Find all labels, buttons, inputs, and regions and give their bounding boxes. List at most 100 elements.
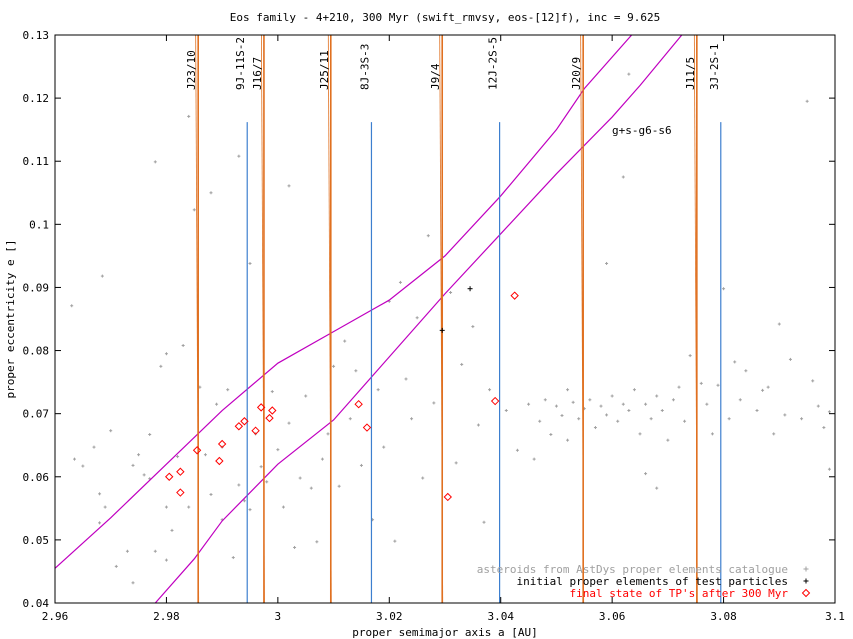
asteroid-point [638,432,642,436]
asteroid-point [616,419,620,423]
asteroid-point [560,414,564,418]
asteroid-point [777,322,781,326]
y-tick-label: 0.06 [23,471,50,484]
initial-tp-point [439,327,445,333]
asteroid-point [187,505,191,509]
asteroid-point [404,377,408,381]
asteroid-point [137,453,141,457]
y-tick-label: 0.07 [23,408,50,421]
asteroid-point [644,402,648,406]
asteroid-point [783,413,787,417]
resonance-label: J20/9 [570,57,583,90]
asteroid-point [315,540,319,544]
catalogue-asteroids-series [70,72,831,585]
asteroid-point [655,486,659,490]
y-tick-label: 0.04 [23,597,50,610]
asteroid-point [649,417,653,421]
resonance-line-edge [195,35,200,603]
asteroid-point [81,464,85,468]
x-tick-label: 3.02 [376,610,403,623]
asteroid-point [822,426,826,430]
asteroid-point [98,492,102,496]
asteroid-point [192,208,196,212]
x-tick-labels: 2.96 2.98 3 3.02 3.04 3.06 3.08 3.1 [42,610,845,623]
asteroid-point [632,388,636,392]
asteroid-point [164,505,168,509]
asteroid-point [92,445,96,449]
final-tp-point [490,396,500,406]
asteroid-point [270,390,274,394]
final-tp-point [240,417,249,426]
asteroid-point [304,394,308,398]
asteroid-point [421,476,425,480]
asteroid-point [153,160,157,164]
asteroid-point [554,404,558,408]
y-tick-label: 0.1 [29,218,49,231]
asteroid-point [504,409,508,413]
legend-label: asteroids from AstDys proper elements ca… [477,563,788,576]
legend-marker [803,566,809,572]
asteroid-point [621,402,625,406]
resonance-label: 8J-3S-3 [358,44,371,90]
y-tick-labels: 0.04 0.05 0.06 0.07 0.08 0.09 0.1 0.11 0.12 0.13 [23,29,50,610]
legend-label: final state of TP's after 300 Myr [569,587,788,600]
secular-resonance-label: g+s-g6-s6 [612,124,672,137]
asteroid-point [203,453,207,457]
asteroid-point [761,388,765,392]
asteroid-point [515,448,519,452]
resonance-line-edge [580,35,585,603]
final-tp-point [251,426,260,435]
resonance-line-edge [261,35,265,603]
y-tick-label: 0.11 [23,155,50,168]
final-tp-point [217,439,227,449]
asteroid-point [142,473,146,477]
asteroid-point [449,290,453,294]
asteroid-point [209,492,213,496]
resonance-label: 12J-2S-5 [487,37,500,90]
asteroid-point [699,381,703,385]
asteroid-point [527,402,531,406]
asteroid-point [287,184,291,188]
asteroid-point [354,369,358,373]
asteroid-point [248,508,252,512]
asteroid-point [666,438,670,442]
asteroid-point [125,549,129,553]
asteroid-point [772,432,776,436]
asteroid-point [566,438,570,442]
resonance-label: J9/4 [429,63,442,90]
asteroid-point [827,467,831,471]
asteroid-point [543,398,547,402]
asteroid-point [309,486,313,490]
asteroid-point [153,549,157,553]
asteroid-point [677,385,681,389]
asteroid-point [248,261,252,265]
x-tick-label: 3.04 [487,610,514,623]
asteroid-point [298,476,302,480]
asteroid-point [70,304,74,308]
asteroid-point [131,581,135,585]
asteroid-point [532,457,536,461]
resonance-label: J23/10 [185,50,198,90]
asteroid-point [482,520,486,524]
asteroid-point [627,72,631,76]
resonance-lines [195,35,722,603]
final-tp-point [362,423,372,432]
asteroid-point [209,191,213,195]
final-tp-point [256,403,266,412]
asteroid-point [237,483,241,487]
resonance-label: J11/5 [684,57,697,90]
asteroid-point [471,325,475,329]
asteroid-point [627,409,631,413]
asteroid-point [293,545,297,549]
asteroid-point [538,419,542,423]
asteroid-point [259,465,263,469]
asteroid-point [348,417,352,421]
asteroid-point [610,394,614,398]
asteroid-point [655,394,659,398]
y-axis-label: proper eccentricity e [] [4,240,17,399]
asteroid-point [621,175,625,179]
asteroid-point [176,455,180,459]
asteroid-point [231,556,235,560]
asteroid-point [454,461,458,465]
final-tp-point [176,467,185,476]
